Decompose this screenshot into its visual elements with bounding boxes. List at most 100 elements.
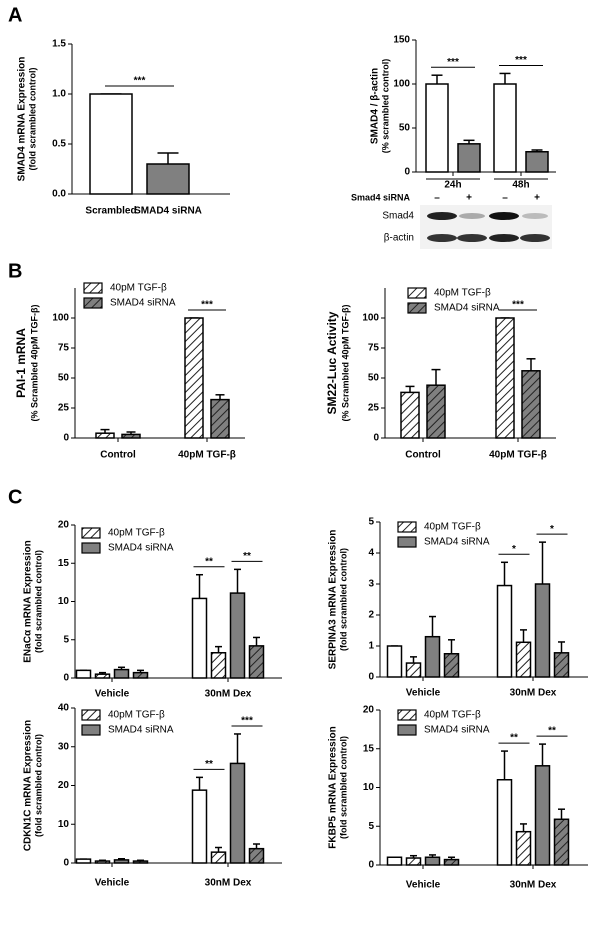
bar [146, 163, 190, 195]
blot-band [489, 212, 519, 220]
bar [443, 653, 460, 678]
panel-label: A [8, 4, 22, 26]
y-axis-sublabel: (fold scrambled control) [33, 550, 43, 653]
y-tick-label: 5 [368, 517, 374, 528]
row-mark: – [502, 193, 508, 204]
row-mark: – [434, 193, 440, 204]
y-tick-label: 10 [58, 819, 70, 830]
bar [553, 652, 570, 678]
bar [248, 645, 265, 679]
legend-label: SMAD4 siRNA [108, 543, 174, 554]
bar [457, 143, 481, 173]
y-tick-label: 0 [368, 672, 374, 683]
y-tick-label: 20 [58, 780, 70, 791]
bar [210, 398, 230, 439]
significance-label: * [550, 524, 554, 535]
x-tick-label: Vehicle [406, 688, 441, 699]
bar [248, 847, 265, 864]
bar [496, 584, 513, 678]
row-mark: + [466, 193, 472, 204]
y-tick-label: 1.0 [52, 89, 66, 100]
blot-band [489, 234, 519, 242]
bar [229, 762, 246, 864]
x-tick-label: Control [100, 450, 136, 461]
y-tick-label: 20 [58, 520, 70, 531]
x-tick-label: 30nM Dex [510, 880, 557, 891]
bar [113, 668, 130, 679]
y-axis-label: ENaCα mRNA Expression [23, 540, 34, 662]
bar [553, 818, 570, 866]
significance-label: *** [134, 76, 146, 87]
significance-label: *** [515, 55, 527, 66]
bar [191, 789, 208, 864]
x-tick-label: 30nM Dex [205, 689, 252, 700]
bar [424, 635, 441, 678]
y-axis-sublabel: (% Scrambled 40pM TGF-β) [340, 304, 350, 421]
legend-swatch [397, 521, 417, 533]
y-tick-label: 5 [63, 634, 69, 645]
bar [424, 856, 441, 866]
y-tick-label: 15 [58, 558, 70, 569]
legend-label: 40pM TGF-β [424, 710, 481, 721]
x-tick-label: Vehicle [95, 878, 130, 889]
y-tick-label: 0 [373, 433, 379, 444]
legend-swatch [407, 302, 427, 314]
legend-swatch [397, 536, 417, 548]
x-tick-label: Control [405, 450, 441, 461]
significance-label: *** [241, 716, 253, 727]
y-tick-label: 0.0 [52, 189, 66, 200]
legend-swatch [81, 527, 101, 539]
legend-swatch [81, 542, 101, 554]
blot-band [522, 213, 548, 219]
x-tick-label: 40pM TGF-β [489, 450, 547, 461]
bar [493, 83, 517, 173]
y-tick-label: 40 [58, 703, 70, 714]
blot-label: Smad4 [382, 211, 414, 222]
blot-band [427, 212, 457, 220]
y-axis-label: SERPINA3 mRNA Expression [328, 530, 339, 670]
y-axis-label: SMAD4 / β-actin [370, 68, 381, 144]
bar [443, 858, 460, 866]
y-tick-label: 50 [58, 373, 70, 384]
y-tick-label: 50 [368, 373, 380, 384]
legend-label: SMAD4 siRNA [424, 537, 490, 548]
x-tick-label: SMAD4 siRNA [134, 206, 202, 217]
y-tick-label: 5 [368, 821, 374, 832]
bar [184, 317, 204, 439]
bar [191, 597, 208, 679]
y-axis-label: SMAD4 mRNA Expression [17, 57, 28, 182]
bar [95, 432, 115, 439]
y-axis-sublabel: (fold scrambled control) [27, 67, 37, 170]
y-tick-label: 10 [363, 782, 375, 793]
y-tick-label: 30 [58, 741, 70, 752]
y-tick-label: 100 [52, 313, 69, 324]
y-axis-label: CDKN1C mRNA Expression [23, 720, 34, 851]
y-tick-label: 25 [368, 403, 380, 414]
bar [94, 673, 111, 679]
y-tick-label: 10 [58, 596, 70, 607]
y-axis-sublabel: (fold scrambled control) [33, 734, 43, 837]
bar [496, 779, 513, 866]
bar [210, 652, 227, 679]
bar [89, 93, 133, 195]
bar [405, 662, 422, 678]
y-tick-label: 0 [63, 673, 69, 684]
legend-swatch [397, 724, 417, 736]
y-tick-label: 15 [363, 743, 375, 754]
y-tick-label: 100 [362, 313, 379, 324]
panel-label: C [8, 486, 22, 508]
row-mark: + [534, 193, 540, 204]
bar [534, 583, 551, 678]
significance-label: ** [510, 733, 518, 744]
y-tick-label: 50 [399, 123, 411, 134]
x-tick-label: Vehicle [406, 880, 441, 891]
y-tick-label: 75 [368, 343, 380, 354]
bar [210, 851, 227, 864]
bar [121, 433, 141, 439]
y-tick-label: 0 [63, 433, 69, 444]
y-tick-label: 1 [368, 641, 374, 652]
significance-label: ** [205, 759, 213, 770]
blot-band [427, 234, 457, 242]
x-tick-label: 48h [512, 180, 529, 191]
